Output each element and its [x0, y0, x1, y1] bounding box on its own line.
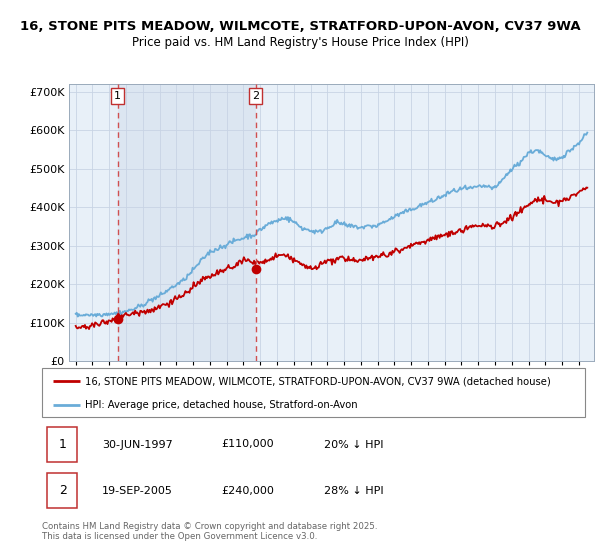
Text: £240,000: £240,000 — [221, 486, 274, 496]
Text: 30-JUN-1997: 30-JUN-1997 — [102, 440, 172, 450]
Text: Price paid vs. HM Land Registry's House Price Index (HPI): Price paid vs. HM Land Registry's House … — [131, 36, 469, 49]
Text: 19-SEP-2005: 19-SEP-2005 — [102, 486, 173, 496]
Bar — [118, 84, 256, 361]
Text: 20% ↓ HPI: 20% ↓ HPI — [325, 440, 384, 450]
Text: HPI: Average price, detached house, Stratford-on-Avon: HPI: Average price, detached house, Stra… — [85, 400, 358, 410]
Text: 16, STONE PITS MEADOW, WILMCOTE, STRATFORD-UPON-AVON, CV37 9WA: 16, STONE PITS MEADOW, WILMCOTE, STRATFO… — [20, 20, 580, 32]
FancyBboxPatch shape — [47, 473, 77, 508]
Text: £110,000: £110,000 — [221, 440, 274, 450]
FancyBboxPatch shape — [42, 368, 585, 417]
Text: 28% ↓ HPI: 28% ↓ HPI — [325, 486, 384, 496]
Text: 1: 1 — [59, 438, 67, 451]
Text: 2: 2 — [252, 91, 259, 101]
Text: 16, STONE PITS MEADOW, WILMCOTE, STRATFORD-UPON-AVON, CV37 9WA (detached house): 16, STONE PITS MEADOW, WILMCOTE, STRATFO… — [85, 376, 551, 386]
Text: Contains HM Land Registry data © Crown copyright and database right 2025.
This d: Contains HM Land Registry data © Crown c… — [42, 522, 377, 542]
Text: 2: 2 — [59, 484, 67, 497]
Text: 1: 1 — [114, 91, 121, 101]
FancyBboxPatch shape — [47, 427, 77, 462]
